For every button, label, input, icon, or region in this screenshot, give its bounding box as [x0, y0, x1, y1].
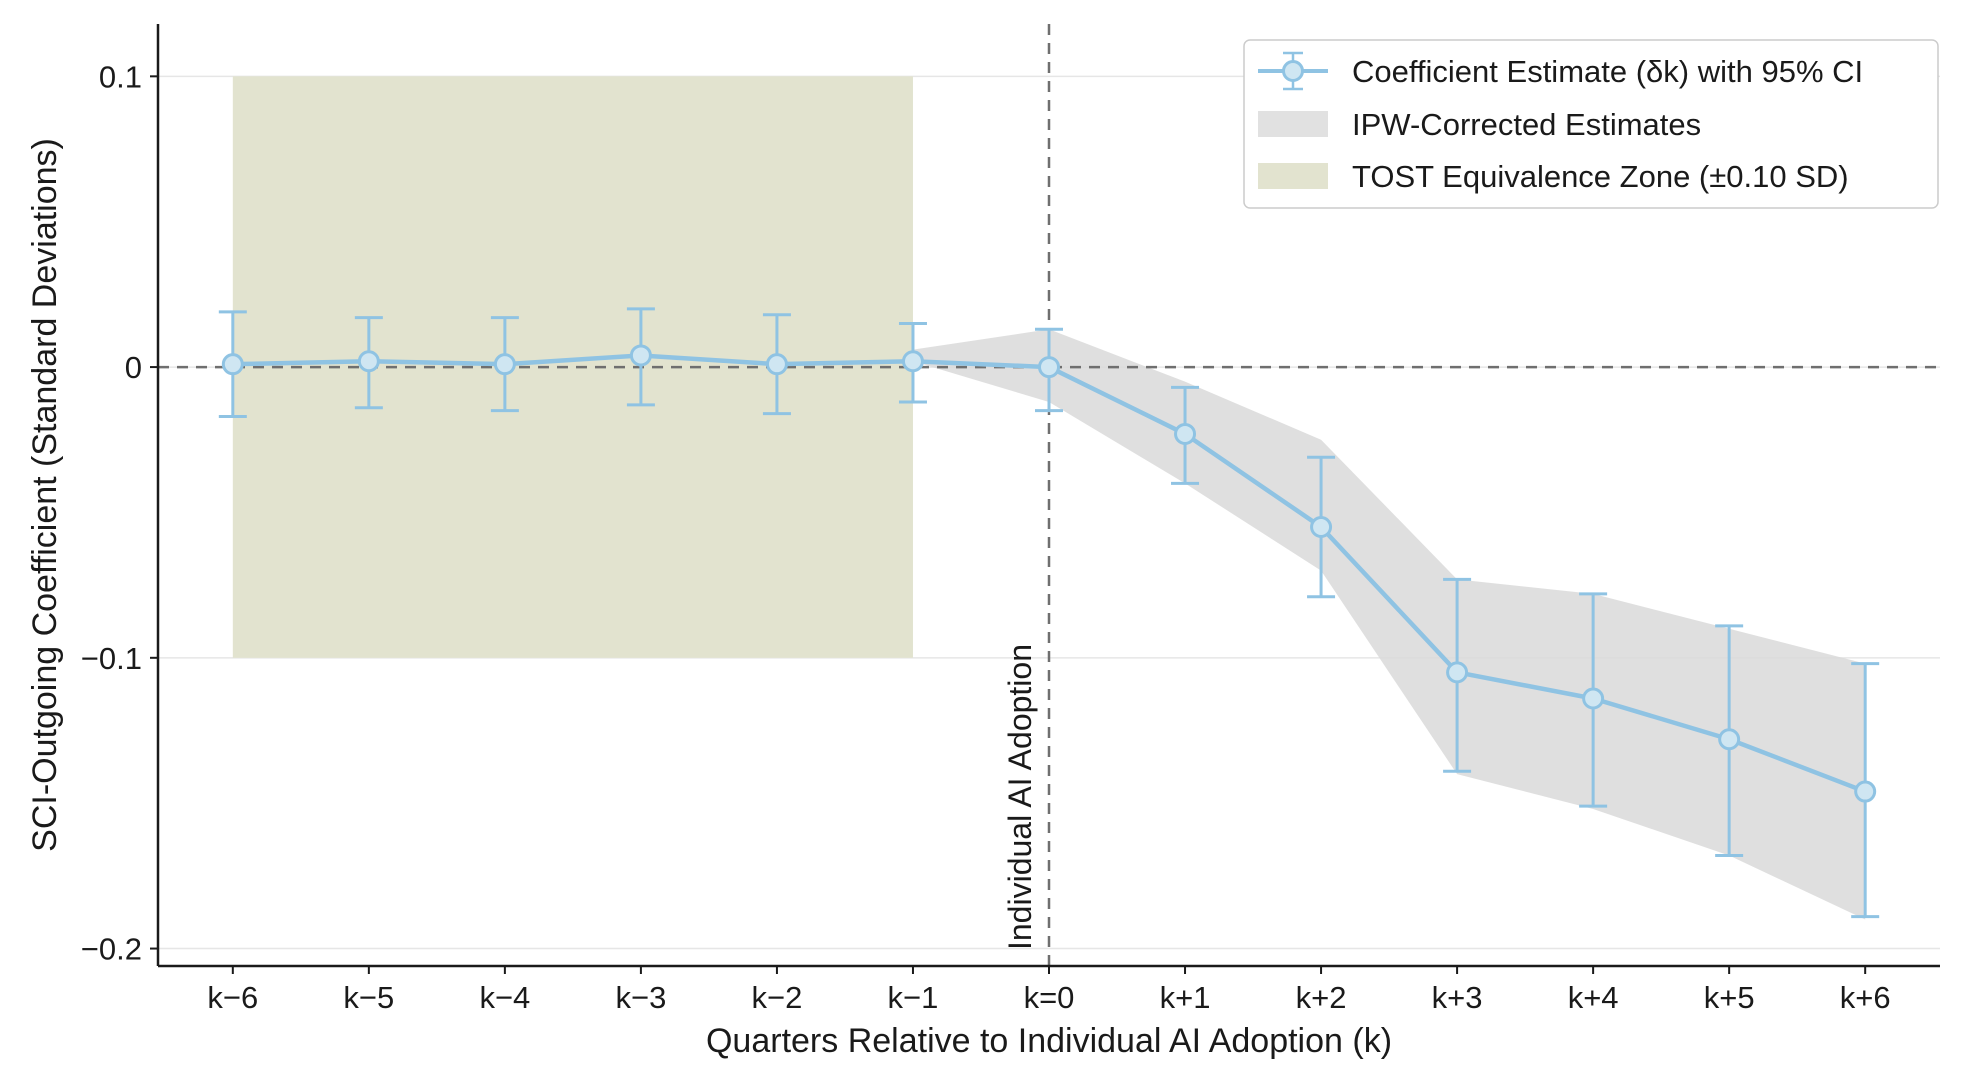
coefficient-point [1582, 687, 1605, 710]
coefficient-point [765, 353, 788, 376]
legend-line-marker [1258, 51, 1328, 91]
legend: Coefficient Estimate (δk) with 95% CI IP… [1243, 39, 1939, 209]
x-axis-title: Quarters Relative to Individual AI Adopt… [706, 1022, 1392, 1060]
coefficient-point [1854, 780, 1877, 803]
x-tick-label: k−3 [615, 980, 666, 1015]
legend-label-tost: TOST Equivalence Zone (±0.10 SD) [1352, 159, 1849, 194]
coefficient-series-layer [218, 307, 1880, 919]
reference-lines: Individual AI Adoption [158, 24, 1940, 966]
coefficient-point [221, 353, 244, 376]
y-tick-label: 0.1 [99, 59, 142, 94]
x-tick-label: k+6 [1840, 980, 1891, 1015]
coefficient-point [901, 350, 924, 373]
x-tick-label: k+5 [1704, 980, 1755, 1015]
x-tick-label: k+3 [1432, 980, 1483, 1015]
adoption-line-label: Individual AI Adoption [1002, 644, 1038, 950]
legend-frame [1243, 39, 1939, 209]
ipw-corrected-band [912, 329, 1866, 920]
legend-swatch-ipw [1258, 111, 1328, 137]
axis-text-layer: 0.1 0 −0.1 −0.2 k−6 k−5 k−4 k−3 k−2 k−1 k=0 k+1 k+2 k… [26, 59, 1891, 1060]
x-tick-label: k−2 [752, 980, 803, 1015]
x-tick-label: k−1 [888, 980, 939, 1015]
coefficient-point [493, 353, 516, 376]
axes [150, 24, 1940, 974]
ipw-band-layer [912, 329, 1866, 920]
x-tick-label: k−5 [343, 980, 394, 1015]
x-tick-label: k−4 [479, 980, 530, 1015]
y-tick-label: 0 [125, 350, 142, 385]
coefficient-point [357, 350, 380, 373]
coefficient-point [1446, 661, 1469, 684]
coefficient-point [1038, 356, 1060, 379]
x-tick-label: k+2 [1296, 980, 1347, 1015]
equivalence-zone-layer [232, 76, 913, 658]
coefficient-point [629, 344, 652, 367]
x-tick-label: k+4 [1568, 980, 1619, 1015]
legend-label-ipw: IPW-Corrected Estimates [1352, 107, 1701, 142]
x-tick-label: k−6 [207, 980, 258, 1015]
coefficient-point [1174, 422, 1197, 445]
x-tick-label: k+1 [1160, 980, 1211, 1015]
coefficient-point [1310, 515, 1333, 538]
tost-equivalence-zone [232, 76, 913, 658]
y-tick-label: −0.1 [81, 641, 142, 676]
legend-label-coefficient: Coefficient Estimate (δk) with 95% CI [1352, 54, 1863, 89]
y-tick-label: −0.2 [81, 932, 142, 967]
y-axis-title: SCI-Outgoing Coefficient (Standard Devia… [26, 138, 64, 852]
legend-swatch-tost [1258, 163, 1328, 189]
x-tick-label: k=0 [1024, 980, 1075, 1015]
coefficient-point [1718, 728, 1741, 751]
